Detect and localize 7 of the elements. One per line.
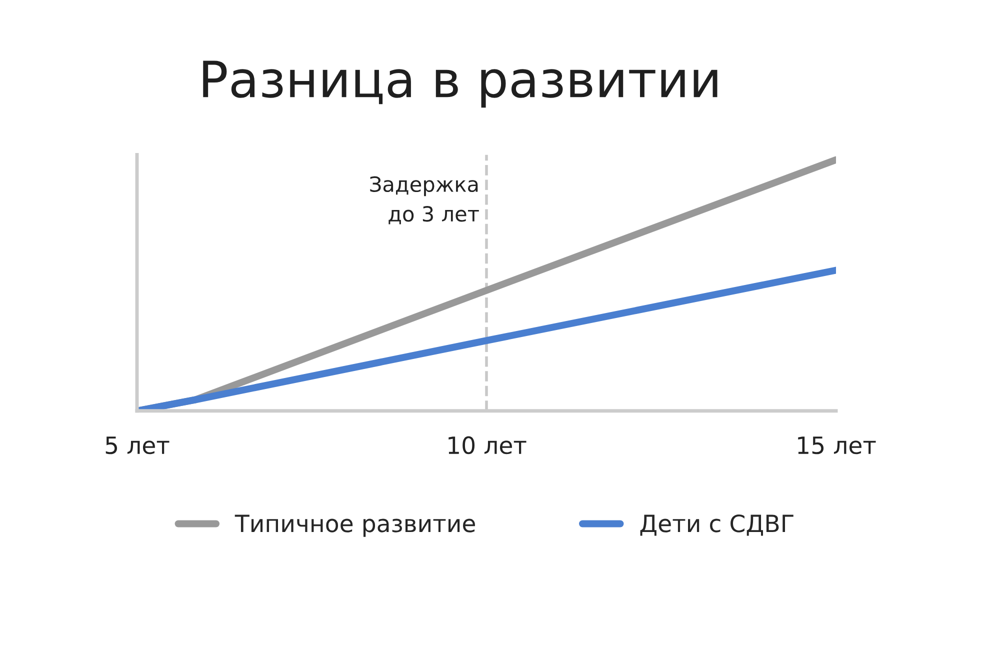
legend-label: Дети с СДВГ: [640, 514, 794, 536]
ref-line-label: Задержка до 3 лет: [370, 176, 479, 224]
x-tick-label: 10 лет: [448, 436, 526, 454]
x-tick-label: 5 лет: [106, 436, 170, 454]
chart-title: Разница в развитии: [203, 60, 718, 108]
legend-label: Типичное развитие: [234, 514, 475, 537]
x-tick-label: 15 лет: [798, 436, 876, 454]
